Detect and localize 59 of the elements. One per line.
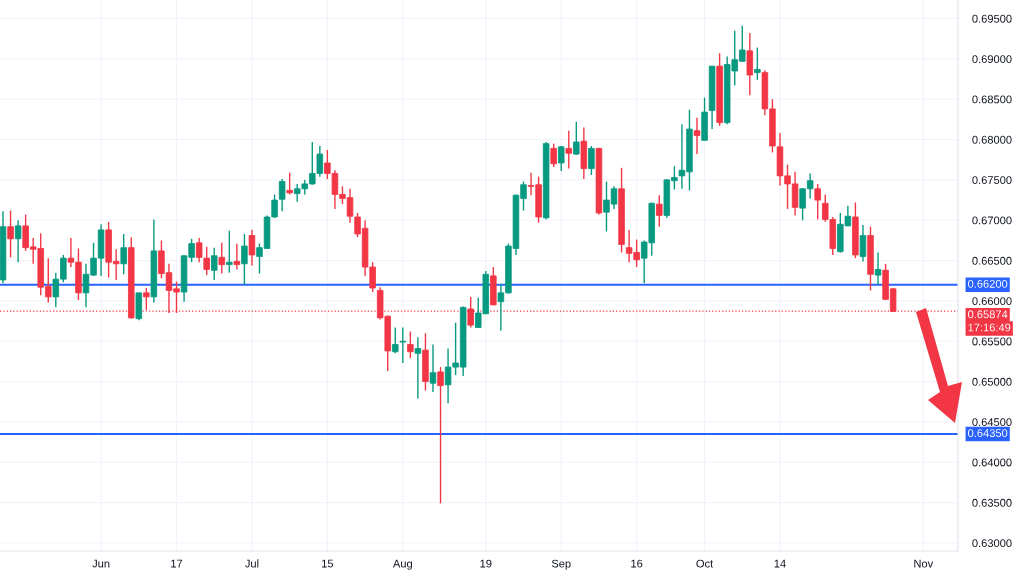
candlestick bbox=[693, 117, 701, 155]
y-tick-label: 0.67500 bbox=[972, 176, 1012, 185]
candlestick bbox=[557, 145, 565, 172]
y-tick-label: 0.64000 bbox=[972, 458, 1012, 467]
x-tick-label: 16 bbox=[631, 559, 643, 568]
x-tick-label: 19 bbox=[480, 559, 492, 568]
y-tick-label: 0.69500 bbox=[972, 14, 1012, 23]
candlestick bbox=[218, 242, 226, 275]
candlestick bbox=[226, 230, 233, 274]
candlestick bbox=[407, 330, 414, 359]
y-tick-label: 0.64500 bbox=[972, 418, 1012, 427]
x-tick-label: Jun bbox=[92, 559, 110, 568]
candlestick bbox=[203, 246, 210, 276]
x-tick-label: Nov bbox=[914, 559, 934, 568]
y-tick-label: 0.65500 bbox=[972, 337, 1012, 346]
candlestick bbox=[143, 287, 150, 311]
text: 17:16:49 bbox=[968, 323, 1011, 332]
ref-line-label: 0.64350 bbox=[968, 429, 1008, 438]
y-tick-label: 0.68500 bbox=[972, 95, 1012, 104]
candlestick bbox=[573, 121, 580, 156]
candlestick bbox=[248, 229, 256, 267]
x-tick-label: 17 bbox=[171, 559, 183, 568]
y-tick-label: 0.66500 bbox=[972, 256, 1012, 265]
candlestick bbox=[859, 224, 867, 263]
candlestick bbox=[210, 246, 218, 281]
ref-line-label: 0.65874 bbox=[968, 310, 1008, 319]
x-tick-label: Oct bbox=[696, 559, 714, 568]
candlestick bbox=[656, 194, 663, 228]
candlestick bbox=[565, 129, 573, 170]
y-tick-label: 0.67000 bbox=[972, 216, 1012, 225]
candlestick bbox=[874, 251, 882, 286]
y-tick-label: 0.63000 bbox=[972, 539, 1012, 548]
candlestick bbox=[814, 183, 821, 221]
x-tick-label: Aug bbox=[392, 559, 412, 570]
ref-line-label: 0.66200 bbox=[968, 279, 1008, 288]
candlestick bbox=[120, 233, 127, 275]
x-tick-label: Sep bbox=[551, 559, 571, 570]
candlestick bbox=[241, 233, 248, 286]
y-tick-label: 0.69000 bbox=[972, 55, 1012, 64]
candlestick bbox=[286, 171, 293, 196]
candlestick bbox=[550, 142, 557, 168]
y-tick-label: 0.68000 bbox=[972, 135, 1012, 144]
candlestick bbox=[414, 336, 422, 400]
x-tick-label: 15 bbox=[322, 559, 334, 568]
y-tick-label: 0.66000 bbox=[972, 297, 1012, 306]
candlestick bbox=[7, 209, 14, 259]
candlestick bbox=[429, 343, 437, 393]
candlestick bbox=[14, 219, 22, 263]
x-tick-label: Jul bbox=[245, 559, 259, 568]
candlestick bbox=[195, 237, 203, 263]
y-tick-label: 0.63500 bbox=[972, 498, 1012, 507]
candlestick bbox=[399, 326, 407, 364]
candlestick bbox=[437, 366, 444, 505]
y-tick-label: 0.65000 bbox=[972, 377, 1012, 386]
candlestick bbox=[754, 46, 761, 81]
candlestick bbox=[588, 145, 595, 176]
candlestick bbox=[392, 326, 399, 355]
candlestick bbox=[233, 242, 241, 271]
x-tick-label: 14 bbox=[774, 559, 786, 568]
